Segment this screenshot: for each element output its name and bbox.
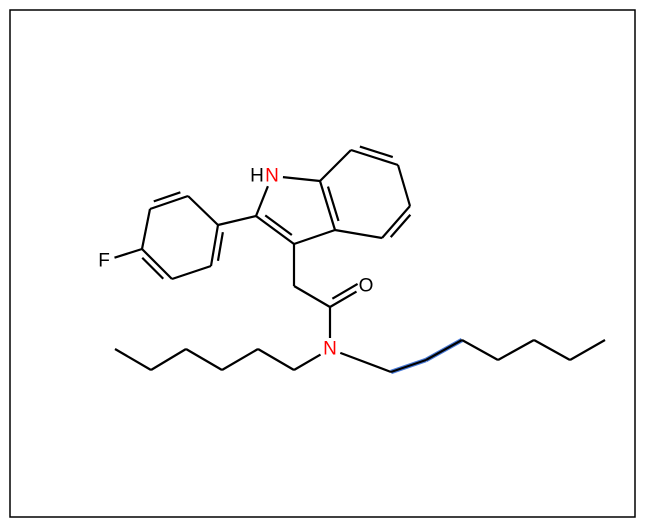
atom-label-o: O [359,276,374,297]
molecule-diagram: NONHF [0,0,645,527]
atom-label-n: N [323,339,337,360]
atom-label-n: N [265,166,279,187]
atom-label-h: H [250,166,264,187]
atom-label-f: F [98,251,110,272]
